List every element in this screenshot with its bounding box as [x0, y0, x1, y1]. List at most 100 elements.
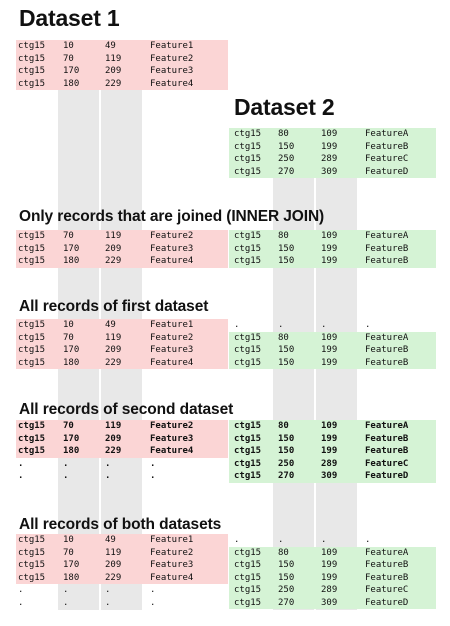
end-cell: 289: [321, 153, 337, 166]
seq-cell: ctg15: [18, 420, 45, 433]
end-cell: 209: [105, 344, 121, 357]
table-row: ctg15 150 199 FeatureB: [229, 243, 436, 256]
seq-cell: ctg15: [234, 420, 261, 433]
seq-cell: ctg15: [18, 243, 45, 256]
feature-cell: Feature2: [150, 230, 193, 243]
feature-cell: Feature1: [150, 40, 193, 53]
seq-cell: ctg15: [18, 344, 45, 357]
table-row: ....: [229, 319, 436, 332]
feature-cell: Feature3: [150, 559, 193, 572]
start-cell: 250: [278, 584, 294, 597]
full-join-right-table: .... ctg15 80 109 FeatureA ctg15 150 199 Feature…: [229, 534, 436, 609]
seq-cell: ctg15: [234, 572, 261, 585]
end-cell: 289: [321, 584, 337, 597]
end-cell: .: [321, 319, 326, 332]
table-row: ctg15 80 109 FeatureA: [229, 332, 436, 345]
left-join-left-table: ctg15 10 49 Feature1 ctg15 70 119 Feature2 ctg15…: [16, 319, 228, 369]
seq-cell: ctg15: [234, 243, 261, 256]
start-cell: 150: [278, 344, 294, 357]
feature-cell: FeatureB: [365, 572, 408, 585]
start-cell: 170: [63, 243, 79, 256]
feature-cell: Feature3: [150, 65, 193, 78]
full-join-title: All records of both datasets: [19, 516, 221, 534]
table-row: ctg15 70 119 Feature2: [16, 547, 228, 560]
seq-cell: ctg15: [234, 445, 261, 458]
table-row: ....: [16, 470, 228, 483]
seq-cell: ctg15: [234, 433, 261, 446]
start-cell: 180: [63, 445, 79, 458]
feature-cell: Feature2: [150, 53, 193, 66]
feature-cell: Feature4: [150, 445, 193, 458]
table-row: ctg15 170 209 Feature3: [16, 559, 228, 572]
end-cell: 199: [321, 243, 337, 256]
table-row: ctg15 180 229 Feature4: [16, 255, 228, 268]
full-join-left-table: ctg15 10 49 Feature1 ctg15 70 119 Feature2 ctg15…: [16, 534, 228, 609]
right-join-title: All records of second dataset: [19, 401, 233, 419]
seq-cell: ctg15: [18, 40, 45, 53]
seq-cell: ctg15: [18, 572, 45, 585]
feature-cell: FeatureB: [365, 243, 408, 256]
seq-cell: .: [18, 584, 23, 597]
seq-cell: ctg15: [18, 230, 45, 243]
end-cell: 309: [321, 166, 337, 179]
feature-cell: FeatureC: [365, 153, 408, 166]
start-cell: 150: [278, 559, 294, 572]
seq-cell: .: [234, 319, 239, 332]
end-cell: .: [105, 470, 110, 483]
feature-cell: FeatureB: [365, 433, 408, 446]
seq-cell: ctg15: [234, 255, 261, 268]
inner-join-left-table: ctg15 70 119 Feature2 ctg15 170 209 Feature3 ctg…: [16, 230, 228, 268]
seq-cell: ctg15: [234, 584, 261, 597]
table-row: ctg15 180 229 Feature4: [16, 78, 228, 91]
feature-cell: FeatureA: [365, 420, 408, 433]
table-row: ctg15 10 49 Feature1: [16, 319, 228, 332]
start-cell: 180: [63, 78, 79, 91]
seq-cell: ctg15: [18, 53, 45, 66]
feature-cell: Feature2: [150, 547, 193, 560]
seq-cell: ctg15: [234, 230, 261, 243]
start-cell: 150: [278, 255, 294, 268]
left-join-right-table: .... ctg15 80 109 FeatureA ctg15 150 199 Feature…: [229, 319, 436, 369]
feature-cell: .: [150, 597, 155, 610]
table-row: ctg15 70 119 Feature2: [16, 53, 228, 66]
table-row: ctg15 270 309 FeatureD: [229, 470, 436, 483]
feature-cell: .: [365, 319, 370, 332]
seq-cell: ctg15: [234, 547, 261, 560]
end-cell: 209: [105, 433, 121, 446]
table-row: ctg15 150 199 FeatureB: [229, 433, 436, 446]
start-cell: 170: [63, 559, 79, 572]
table-row: ctg15 150 199 FeatureB: [229, 255, 436, 268]
start-cell: 10: [63, 534, 74, 547]
start-cell: 270: [278, 470, 294, 483]
start-cell: .: [63, 597, 68, 610]
start-cell: 150: [278, 445, 294, 458]
seq-cell: .: [234, 534, 239, 547]
feature-cell: FeatureB: [365, 445, 408, 458]
seq-cell: ctg15: [234, 357, 261, 370]
table-row: ctg15 70 119 Feature2: [16, 332, 228, 345]
end-cell: 199: [321, 344, 337, 357]
feature-cell: FeatureD: [365, 597, 408, 610]
feature-cell: Feature1: [150, 534, 193, 547]
seq-cell: ctg15: [234, 344, 261, 357]
feature-cell: FeatureB: [365, 559, 408, 572]
end-cell: .: [105, 597, 110, 610]
start-cell: 80: [278, 128, 289, 141]
start-cell: 270: [278, 166, 294, 179]
seq-cell: .: [18, 597, 23, 610]
start-cell: 150: [278, 141, 294, 154]
end-cell: 199: [321, 433, 337, 446]
inner-join-right-table: ctg15 80 109 FeatureA ctg15 150 199 FeatureB ctg…: [229, 230, 436, 268]
table-row: ....: [229, 534, 436, 547]
feature-cell: Feature4: [150, 255, 193, 268]
seq-cell: ctg15: [234, 141, 261, 154]
start-cell: 180: [63, 572, 79, 585]
start-cell: 150: [278, 572, 294, 585]
seq-cell: ctg15: [234, 470, 261, 483]
feature-cell: Feature4: [150, 357, 193, 370]
end-cell: .: [105, 584, 110, 597]
feature-cell: Feature3: [150, 344, 193, 357]
end-cell: 209: [105, 559, 121, 572]
start-cell: 170: [63, 65, 79, 78]
start-cell: 150: [278, 433, 294, 446]
